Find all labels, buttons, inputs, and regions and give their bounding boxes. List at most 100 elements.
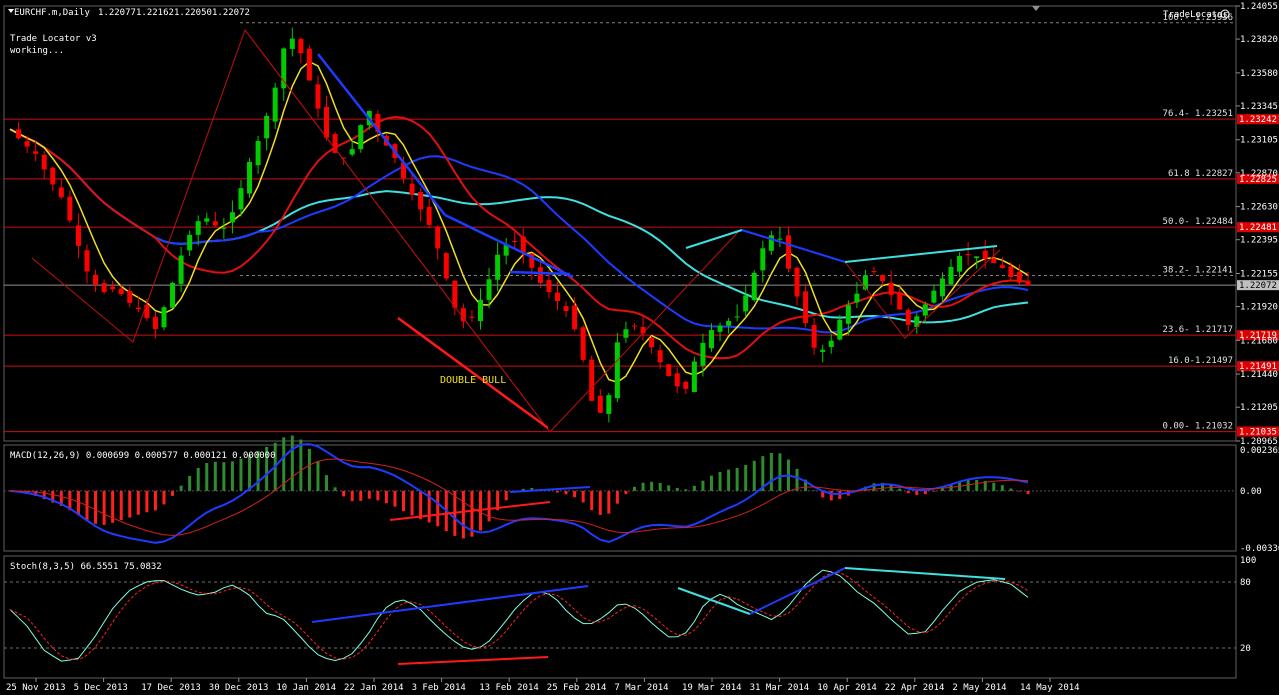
macd-histogram-bar: [761, 456, 765, 491]
macd-histogram-bar: [744, 464, 748, 491]
price-tick-label: 1.23580: [1240, 69, 1278, 79]
date-tick-label: 10 Jan 2014: [276, 683, 336, 693]
candle-body: [238, 188, 244, 210]
macd-histogram-bar: [966, 480, 970, 491]
date-tick-label: 10 Apr 2014: [817, 683, 877, 693]
macd-histogram-bar: [881, 482, 885, 491]
macd-histogram-bar: [42, 490, 46, 500]
fib-price-tag: 1.21491: [1239, 362, 1277, 372]
macd-histogram-bar: [76, 490, 80, 516]
macd-histogram-bar: [119, 490, 123, 521]
fib-label: 23.6- 1.21717: [1163, 325, 1233, 335]
chart-title: EURCHF.m,Daily: [14, 8, 90, 18]
candle-body: [554, 292, 560, 302]
price-tick-label: 1.24055: [1240, 2, 1278, 12]
candle-body: [324, 106, 330, 138]
date-tick-label: 19 Mar 2014: [682, 683, 742, 693]
trend-line-blue: [317, 53, 446, 216]
fib-price-tag: 1.22481: [1239, 223, 1277, 233]
candle-body: [854, 293, 860, 303]
fib-price-tag-bg: [1237, 173, 1279, 184]
candle-body: [785, 235, 791, 269]
macd-histogram-bar: [342, 490, 346, 497]
macd-histogram-bar: [590, 490, 594, 511]
date-tick-label: 22 Jan 2014: [344, 683, 404, 693]
candle-body: [537, 267, 543, 283]
candle-body: [221, 227, 227, 229]
stoch-label: Stoch(8,3,5) 66.5551 75.0832: [10, 562, 162, 572]
candle-body: [24, 141, 30, 147]
price-tick-label: 1.23820: [1240, 35, 1278, 45]
chart-menu-icon[interactable]: [8, 9, 14, 13]
candle-body: [212, 221, 218, 226]
candle-body: [435, 226, 441, 249]
date-tick-label: 17 Dec 2013: [141, 683, 201, 693]
price-tick-label: 1.22870: [1240, 169, 1278, 179]
macd-divergence-line: [509, 486, 591, 493]
macd-histogram-bar: [102, 490, 106, 525]
candle-body: [999, 265, 1005, 268]
macd-histogram-bar: [727, 469, 731, 491]
macd-histogram-bar: [196, 467, 200, 491]
stoch-divergence-line: [844, 567, 1006, 580]
candle-body: [965, 254, 971, 256]
candle-body: [375, 113, 381, 132]
fib-label: 0.00- 1.21032: [1163, 422, 1233, 432]
candle-body: [460, 308, 466, 322]
candle-body: [204, 218, 210, 222]
macd-histogram-bar: [171, 490, 175, 496]
fib-price-tag: 1.21035: [1239, 428, 1277, 438]
candle-body: [905, 309, 911, 325]
macd-divergence-line: [389, 501, 551, 521]
candle-body: [580, 327, 586, 360]
macd-histogram-bar: [256, 450, 260, 491]
date-tick-label: 25 Nov 2013: [6, 683, 66, 693]
candle-body: [512, 241, 518, 243]
price-tick-label: 1.21920: [1240, 303, 1278, 313]
candle-body: [871, 271, 877, 273]
brand-icon: [1220, 9, 1230, 19]
zigzag-line: [31, 28, 1001, 433]
macd-histogram-bar: [940, 488, 944, 491]
candle-body: [922, 304, 928, 316]
candle-body: [272, 87, 278, 122]
macd-histogram-bar: [333, 487, 337, 491]
macd-histogram-bar: [162, 490, 166, 505]
fib-price-tag: 1.22825: [1239, 175, 1277, 185]
macd-histogram-bar: [795, 468, 799, 491]
macd-histogram-bar: [889, 484, 893, 491]
macd-histogram-bar: [94, 490, 98, 524]
candle-body: [315, 84, 321, 109]
candle-body: [16, 129, 22, 139]
macd-tick-label: 0.00: [1240, 487, 1262, 497]
macd-histogram-bar: [829, 490, 833, 501]
macd-histogram-bar: [769, 452, 773, 491]
macd-histogram-bar: [906, 490, 910, 494]
trend-lines: [31, 28, 1001, 433]
date-tick-label: 13 Feb 2014: [479, 683, 539, 693]
candle-body: [640, 327, 646, 334]
candle-body: [289, 38, 295, 49]
candle-body: [948, 266, 954, 285]
fib-price-tag: 1.23242: [1239, 115, 1277, 125]
stoch-tick-label: 100: [1240, 556, 1256, 566]
candle-body: [691, 361, 697, 392]
double-bull-annotation: DOUBLE BULL: [440, 375, 506, 386]
candle-body: [75, 225, 81, 246]
macd-histogram-bar: [804, 479, 808, 491]
candle-body: [734, 316, 740, 318]
candle-body: [717, 325, 723, 332]
stoch-d-line: [9, 572, 1029, 661]
candle-body: [914, 316, 920, 328]
candle-body: [760, 248, 766, 271]
candle-body: [939, 278, 945, 297]
candle-body: [264, 116, 270, 139]
candle-body: [247, 161, 253, 194]
macd-signal-line: [9, 458, 1029, 536]
candle-body: [178, 255, 184, 284]
candle-body: [589, 359, 595, 401]
macd-histogram-bar: [359, 490, 363, 501]
macd-histogram-bar: [436, 490, 440, 527]
price-tick-label: 1.22630: [1240, 203, 1278, 213]
candle-body: [768, 235, 774, 251]
